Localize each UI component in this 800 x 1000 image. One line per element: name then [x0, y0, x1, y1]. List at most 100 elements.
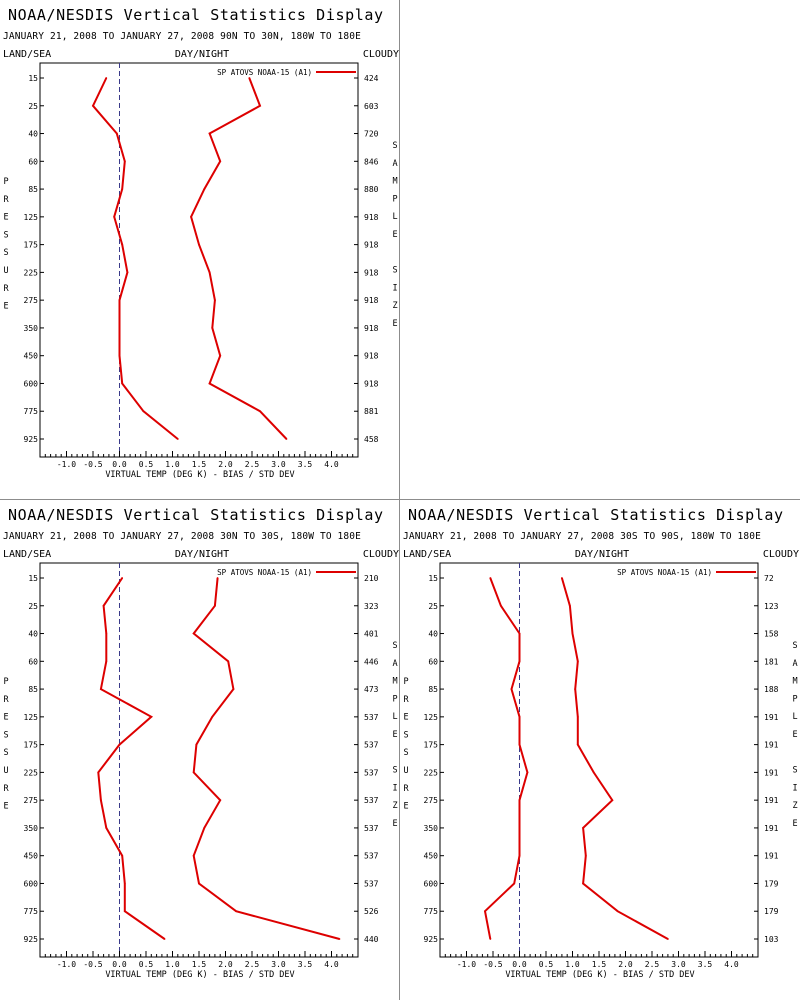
pressure-tick-label: 925	[424, 935, 439, 944]
y-axis-label-letter: E	[403, 802, 408, 812]
panel-30n-30s: NOAA/NESDIS Vertical Statistics Display J…	[3, 506, 399, 980]
data-point-bias	[100, 688, 102, 690]
sample-size-label: 123	[764, 602, 779, 611]
data-point-std_dev	[216, 577, 219, 579]
pressure-tick-label: 40	[428, 630, 438, 639]
data-point-std_dev	[584, 854, 587, 857]
data-point-bias	[126, 271, 129, 274]
pressure-tick-label: 600	[24, 879, 39, 888]
sample-size-label: 158	[764, 630, 779, 639]
data-point-bias	[123, 160, 126, 163]
data-point-std_dev	[195, 743, 198, 746]
y-axis-right-label-letter: I	[792, 783, 797, 793]
y-axis-label-letter: U	[3, 766, 8, 776]
data-point-std_dev	[259, 104, 261, 107]
x-tick-label: 4.0	[324, 460, 339, 469]
data-point-std_dev	[214, 604, 216, 607]
y-axis-right-label-letter: S	[792, 641, 797, 651]
data-point-std_dev	[561, 577, 563, 579]
data-point-bias	[518, 660, 521, 663]
pressure-tick-label: 450	[24, 852, 39, 861]
corner-label-day-night: DAY/NIGHT	[175, 549, 229, 560]
x-tick-label: 0.0	[112, 460, 127, 469]
sample-size-label: 458	[364, 435, 379, 444]
data-point-std_dev	[571, 632, 574, 635]
sample-size-label: 537	[364, 713, 379, 722]
pressure-tick-label: 40	[28, 630, 38, 639]
x-tick-label: 3.5	[298, 960, 313, 969]
y-axis-label-letter: U	[3, 266, 8, 276]
data-point-std_dev	[203, 188, 206, 190]
pressure-tick-label: 85	[428, 685, 438, 694]
pressure-tick-label: 60	[428, 657, 438, 666]
y-axis-right-label-letter: S	[392, 141, 397, 151]
data-point-bias	[489, 938, 492, 940]
data-point-bias	[118, 354, 121, 357]
pressure-tick-label: 775	[24, 407, 39, 416]
legend-label: SP ATOVS NOAA-15 (A1)	[617, 568, 712, 577]
plot-frame	[39, 62, 359, 458]
sample-size-label: 191	[764, 741, 779, 750]
pressure-tick-label: 275	[424, 796, 439, 805]
pressure-tick-label: 600	[24, 379, 39, 388]
x-tick-label: 2.5	[245, 960, 260, 969]
x-tick-label: 3.0	[271, 960, 286, 969]
panel-divider-horizontal	[0, 499, 800, 500]
data-point-std_dev	[219, 160, 222, 163]
series-line-std_dev	[192, 577, 340, 940]
x-tick-label: 1.0	[165, 460, 180, 469]
data-point-std_dev	[208, 132, 211, 135]
sample-size-label: 720	[364, 130, 379, 139]
pressure-tick-label: 15	[428, 574, 438, 583]
data-point-bias	[142, 410, 145, 413]
pressure-tick-label: 85	[28, 685, 38, 694]
sample-size-label: 179	[764, 907, 779, 916]
x-tick-label: 3.5	[298, 460, 313, 469]
sample-size-label: 880	[364, 185, 379, 194]
y-axis-right-label-letter: Z	[392, 301, 397, 311]
series-line-std_dev	[190, 77, 288, 440]
data-point-std_dev	[568, 604, 571, 607]
y-axis-right-label-letter: E	[392, 319, 397, 329]
data-point-std_dev	[192, 632, 195, 635]
data-point-std_dev	[667, 938, 669, 940]
y-axis-right-label-letter: Z	[392, 801, 397, 811]
plot-frame	[439, 562, 759, 958]
sample-size-label: 191	[764, 713, 779, 722]
data-point-bias	[123, 910, 126, 913]
y-axis-right-label-letter: S	[392, 266, 397, 276]
data-point-std_dev	[592, 771, 595, 774]
data-point-bias	[513, 882, 516, 885]
pressure-tick-label: 450	[24, 352, 39, 361]
y-axis-label-letter: E	[3, 302, 8, 312]
x-tick-label: -1.0	[57, 960, 76, 969]
data-point-bias	[510, 688, 513, 690]
data-point-std_dev	[574, 688, 577, 690]
data-point-std_dev	[211, 715, 214, 718]
x-tick-label: -0.5	[83, 460, 102, 469]
y-axis-right-label-letter: Z	[792, 801, 797, 811]
sample-size-label: 446	[364, 657, 379, 666]
data-point-bias	[484, 910, 486, 913]
series-line-bias	[91, 77, 179, 440]
legend-label: SP ATOVS NOAA-15 (A1)	[217, 568, 312, 577]
x-tick-label: 0.5	[539, 960, 554, 969]
y-axis-label-letter: R	[3, 284, 9, 294]
y-axis-label-letter: S	[3, 748, 8, 758]
y-axis-right-label-letter: P	[392, 694, 397, 704]
y-axis-label-letter: R	[403, 695, 409, 705]
y-axis-right-label-letter: I	[392, 783, 397, 793]
x-tick-label: 1.0	[165, 960, 180, 969]
y-axis-label-letter: P	[3, 677, 8, 687]
data-point-bias	[518, 715, 521, 718]
y-axis-label-letter: S	[3, 230, 8, 240]
sample-size-label: 918	[364, 352, 379, 361]
x-tick-label: -0.5	[83, 960, 102, 969]
sample-size-label: 918	[364, 324, 379, 333]
data-point-bias	[121, 854, 124, 857]
panel-90n-30n: NOAA/NESDIS Vertical Statistics Display J…	[3, 6, 399, 480]
data-point-bias	[500, 604, 502, 607]
y-axis-right-label-letter: P	[792, 694, 797, 704]
y-axis-right-label-letter: L	[392, 712, 397, 722]
